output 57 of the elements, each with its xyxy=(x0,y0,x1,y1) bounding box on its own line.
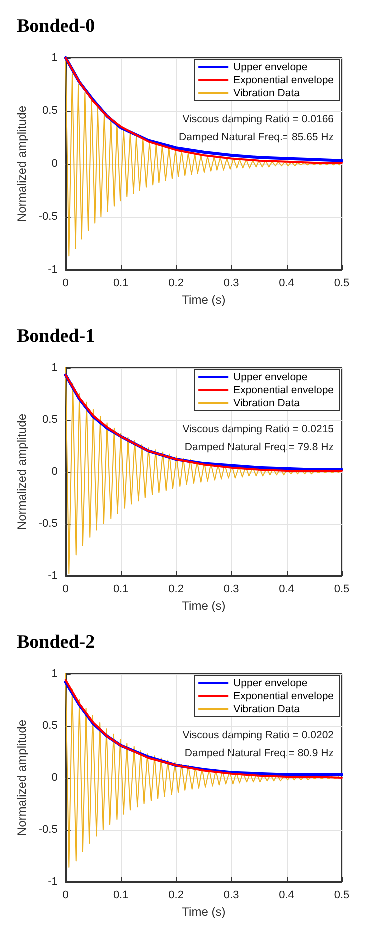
legend-label: Exponential envelope xyxy=(234,74,334,86)
x-tick-label: 0.4 xyxy=(279,584,294,596)
legend-label: Exponential envelope xyxy=(234,690,334,702)
y-tick-label: -1 xyxy=(48,570,58,582)
annotation: Damped Natural Freq.= 85.65 Hz xyxy=(179,132,334,144)
x-tick-label: 0.5 xyxy=(334,890,350,902)
y-tick-label: -0.5 xyxy=(38,518,58,530)
x-tick-label: 0 xyxy=(62,890,69,902)
y-tick-label: 0.5 xyxy=(42,105,58,117)
x-tick-label: 0.3 xyxy=(224,584,240,596)
x-tick-label: 0 xyxy=(62,278,69,290)
x-axis-title: Time (s) xyxy=(182,905,226,919)
annotation: Viscous damping Ratio = 0.0202 xyxy=(182,730,334,742)
y-tick-label: -0.5 xyxy=(38,824,58,836)
legend-label: Vibration Data xyxy=(234,88,300,100)
annotation: Damped Natural Freq.= 79.8 Hz xyxy=(184,442,334,454)
y-tick-label: -0.5 xyxy=(38,211,58,223)
legend-label: Exponential envelope xyxy=(234,384,334,396)
y-axis-title: Normalized amplitude xyxy=(15,106,29,222)
y-tick-label: 1 xyxy=(52,362,58,374)
x-tick-label: 0.1 xyxy=(113,584,129,596)
x-tick-label: 0.2 xyxy=(168,584,184,596)
x-tick-label: 0.4 xyxy=(279,890,294,902)
legend-label: Upper envelope xyxy=(234,372,308,384)
y-tick-label: 1 xyxy=(52,668,58,680)
y-tick-label: 0 xyxy=(52,466,58,478)
annotation: Damped Natural Freq.= 80.9 Hz xyxy=(184,748,334,760)
y-tick-label: -1 xyxy=(48,264,58,276)
y-tick-label: 0 xyxy=(52,158,58,170)
x-tick-label: 0.3 xyxy=(224,890,240,902)
y-tick-label: 0.5 xyxy=(42,414,58,426)
annotation: Viscous damping Ratio = 0.0215 xyxy=(182,424,334,436)
x-tick-label: 0 xyxy=(62,584,69,596)
chart-title: Bonded-0 xyxy=(17,16,96,37)
x-tick-label: 0.2 xyxy=(168,890,184,902)
x-tick-label: 0.2 xyxy=(168,278,184,290)
y-axis-title: Normalized amplitude xyxy=(15,414,29,530)
y-tick-label: 0 xyxy=(52,772,58,784)
y-tick-label: 1 xyxy=(52,52,58,64)
y-tick-label: -1 xyxy=(48,876,58,888)
legend-label: Vibration Data xyxy=(234,398,300,410)
x-tick-label: 0.3 xyxy=(224,278,240,290)
y-axis-title: Normalized amplitude xyxy=(15,720,29,836)
x-tick-label: 0.1 xyxy=(113,890,129,902)
annotation: Viscous damping Ratio = 0.0166 xyxy=(182,114,334,126)
x-tick-label: 0.1 xyxy=(113,278,129,290)
y-tick-label: 0.5 xyxy=(42,720,58,732)
x-axis-title: Time (s) xyxy=(182,293,226,307)
legend-label: Upper envelope xyxy=(234,62,308,74)
x-tick-label: 0.5 xyxy=(334,584,350,596)
legend-label: Vibration Data xyxy=(234,704,300,716)
x-axis-title: Time (s) xyxy=(182,599,226,613)
x-tick-label: 0.5 xyxy=(334,278,350,290)
chart-title: Bonded-1 xyxy=(17,326,96,347)
legend-label: Upper envelope xyxy=(234,678,308,690)
chart-title: Bonded-2 xyxy=(17,632,96,653)
x-tick-label: 0.4 xyxy=(279,278,294,290)
